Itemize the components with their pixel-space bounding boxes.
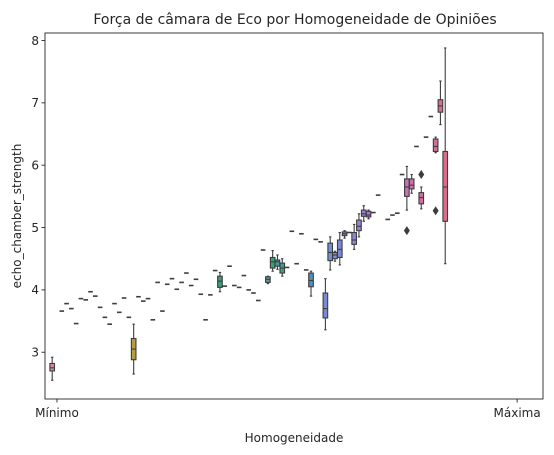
box-plot-series (49, 47, 449, 381)
box-body (336, 239, 343, 259)
box-group (308, 270, 314, 297)
box-body (274, 259, 281, 267)
y-tick-label: 3 (31, 346, 39, 360)
box-body (332, 251, 338, 260)
box-group (279, 258, 286, 277)
y-axis: 3 4 5 6 7 8 (31, 34, 45, 360)
box-group (437, 80, 444, 126)
box-body (49, 362, 56, 372)
x-tick-label: Mínimo (35, 406, 79, 420)
box-body (322, 292, 329, 319)
x-axis: Mínimo Máxima (35, 399, 541, 420)
box-group (442, 47, 449, 265)
box-body (365, 210, 372, 218)
box-outlier (403, 226, 410, 236)
box-group (341, 230, 348, 239)
box-body (327, 242, 334, 262)
chart-title: Força de câmara de Eco por Homogeneidade… (93, 12, 496, 28)
box-body (432, 138, 439, 153)
box-body (442, 150, 449, 222)
box-group (418, 170, 425, 210)
box-group (49, 356, 56, 381)
box-group (408, 173, 415, 194)
box-body (418, 192, 425, 205)
box-body (269, 256, 276, 269)
box-group (351, 223, 358, 250)
box-body (308, 272, 314, 288)
y-axis-label: echo_chamber_strength (10, 144, 24, 289)
box-body (404, 178, 410, 197)
box-group (130, 323, 137, 375)
y-tick-label: 6 (31, 158, 39, 172)
y-tick-label: 5 (31, 221, 39, 235)
box-outlier (418, 170, 425, 180)
box-body (356, 219, 362, 232)
box-group (432, 136, 439, 216)
box-group (265, 275, 271, 285)
box-outlier (432, 206, 439, 216)
y-tick-label: 7 (31, 96, 39, 110)
box-group (365, 209, 372, 220)
x-tick-label: Máxima (494, 406, 541, 420)
box-group (322, 278, 329, 331)
box-body (360, 209, 367, 217)
plot-area-frame (44, 32, 544, 400)
box-body (408, 178, 415, 190)
box-body (217, 275, 223, 288)
box-group (217, 271, 223, 293)
y-tick-label: 4 (31, 283, 39, 297)
y-tick-label: 8 (31, 34, 39, 48)
box-group (403, 165, 410, 236)
box-body (351, 231, 358, 245)
box-group (327, 236, 334, 271)
box-group (356, 213, 362, 238)
box-group (336, 231, 343, 266)
x-axis-label: Homogeneidade (245, 431, 344, 445)
